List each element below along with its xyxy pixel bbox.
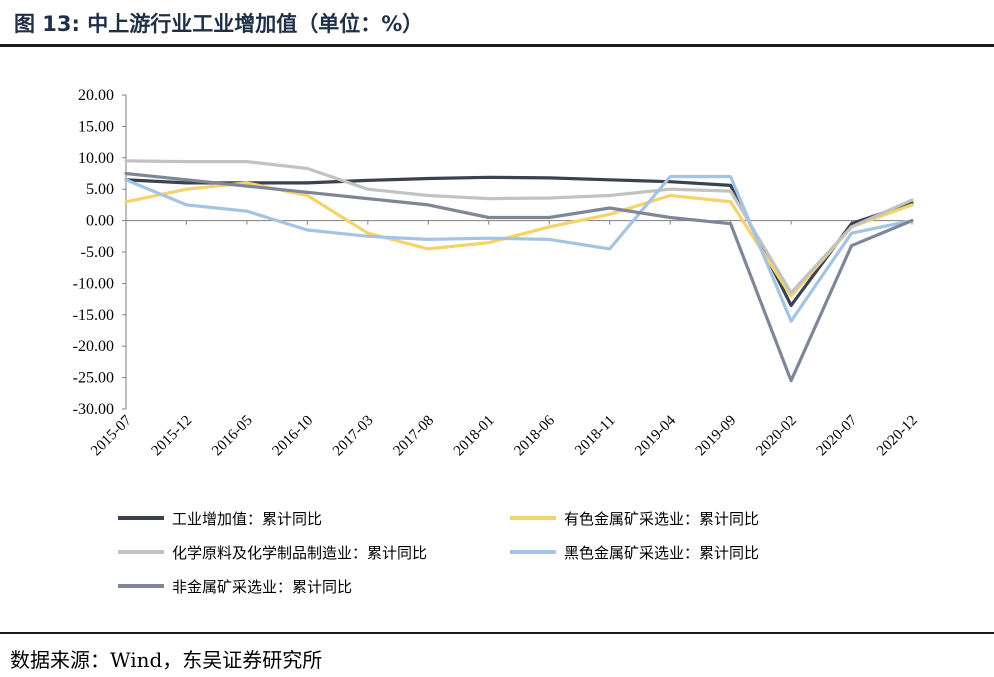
x-tick-label: 2019-09: [693, 413, 740, 460]
x-tick-label: 2020-02: [753, 413, 800, 460]
series-line-3: [124, 159, 914, 295]
x-tick-label: 2019-04: [632, 412, 679, 459]
source-note: 数据来源：Wind，东吴证券研究所: [10, 648, 323, 672]
legend-label: 非金属矿采选业：累计同比: [172, 578, 352, 596]
series-line-2: [124, 181, 914, 298]
x-tick-label: 2020-07: [814, 412, 861, 459]
y-tick-label: 10.00: [78, 150, 114, 167]
legend-label: 黑色金属矿采选业：累计同比: [564, 544, 759, 562]
x-tick-label: 2015-12: [149, 413, 196, 460]
x-tick-label: 2016-10: [270, 413, 317, 460]
x-tick-label: 2017-03: [330, 413, 377, 460]
y-tick-label: -25.00: [73, 370, 114, 387]
bottom-divider: [0, 632, 994, 634]
x-tick-label: 2020-12: [874, 413, 921, 460]
top-divider: [0, 44, 994, 47]
x-tick-label: 2017-08: [390, 413, 437, 460]
legend: 工业增加值：累计同比 有色金属矿采选业：累计同比化学原料及化学制品制造业：累计同比…: [118, 510, 759, 596]
page-title: 图 13: 中上游行业工业增加值（单位：%）: [14, 12, 424, 36]
legend-label: 化学原料及化学制品制造业：累计同比: [172, 544, 427, 562]
series-line-4: [124, 175, 914, 323]
y-tick-label: 20.00: [78, 87, 114, 104]
legend-label: 有色金属矿采选业：累计同比: [564, 510, 759, 528]
series-line-1: [124, 175, 914, 307]
x-tick-label: 2018-01: [451, 413, 498, 460]
line-chart: 20.00 15.00 10.00 5.00 0.00 -5.00 -10.00 -15.00…: [73, 87, 921, 596]
series-line-5: [124, 171, 914, 383]
legend-label: 工业增加值：累计同比: [172, 510, 322, 528]
x-tick-label: 2015-07: [88, 412, 135, 459]
y-tick-label: -30.00: [73, 401, 114, 418]
x-tick-label: 2016-05: [209, 413, 256, 460]
x-tick-label: 2018-11: [572, 413, 618, 459]
y-tick-label: -20.00: [73, 338, 114, 355]
y-tick-label: -15.00: [73, 307, 114, 324]
x-axis: 2015-07 2015-12 2016-05 2016-10 2017-03 2017-…: [88, 220, 921, 460]
series-lines: [124, 159, 914, 383]
y-tick-label: 15.00: [78, 118, 114, 135]
x-tick-label: 2018-06: [511, 412, 558, 459]
y-tick-label: 0.00: [86, 213, 114, 230]
y-tick-label: -10.00: [73, 275, 114, 292]
y-tick-label: 5.00: [86, 181, 114, 198]
y-tick-label: -5.00: [81, 244, 114, 261]
y-axis: 20.00 15.00 10.00 5.00 0.00 -5.00 -10.00 -15.00…: [73, 87, 127, 418]
